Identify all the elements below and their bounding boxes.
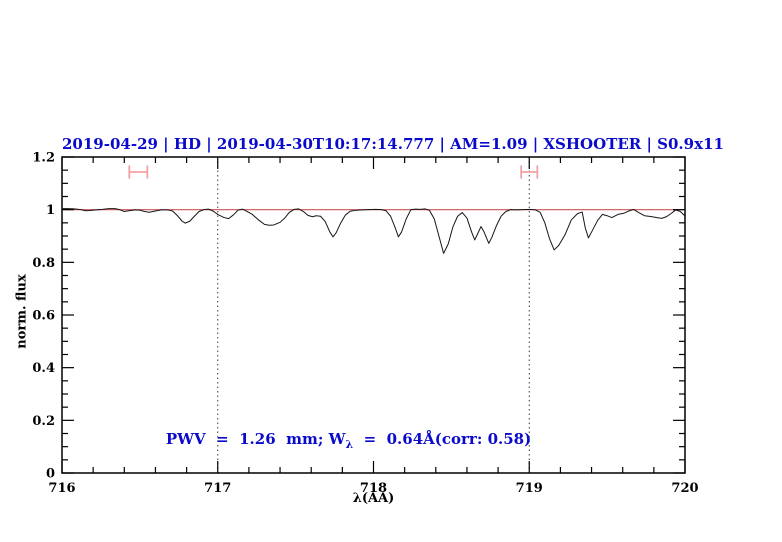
x-tick-label: 719: [516, 481, 543, 496]
pwv-annotation: PWV = 1.26 mm; Wλ = 0.64Å(corr: 0.58): [145, 412, 531, 469]
x-tick-label: 717: [204, 481, 231, 496]
y-tick-label: 0.2: [32, 414, 55, 429]
y-tick-label: 1: [46, 203, 55, 218]
y-axis-label: norm. flux: [14, 274, 30, 349]
x-tick-label: 718: [360, 481, 387, 496]
pwv-annotation-prefix: PWV = 1.26 mm; W: [165, 430, 346, 448]
spectrum-path: [61, 208, 686, 254]
x-tick-label: 720: [671, 481, 698, 496]
range-markers: [128, 165, 539, 179]
axis-tick-labels: 716 717 718 719 720 0 0.2 0.4 0.6 0.8 1 1.2: [32, 151, 698, 497]
y-tick-label: 1.2: [32, 151, 55, 166]
y-tick-label: 0: [46, 467, 55, 482]
y-tick-label: 0.8: [32, 256, 55, 271]
dotted-guide-lines: [217, 157, 530, 473]
axis-ticks: [61, 156, 686, 474]
pwv-annotation-subscript: λ: [345, 438, 354, 451]
pwv-annotation-suffix: = 0.64Å(corr: 0.58): [353, 430, 532, 448]
spectrum-line: [61, 208, 686, 254]
y-tick-label: 0.4: [32, 361, 55, 376]
range-marker: [520, 165, 539, 179]
y-tick-label: 0.6: [32, 309, 55, 324]
x-tick-label: 716: [48, 481, 75, 496]
range-marker: [128, 165, 149, 179]
x-axis-label: λ(AA): [352, 491, 395, 506]
